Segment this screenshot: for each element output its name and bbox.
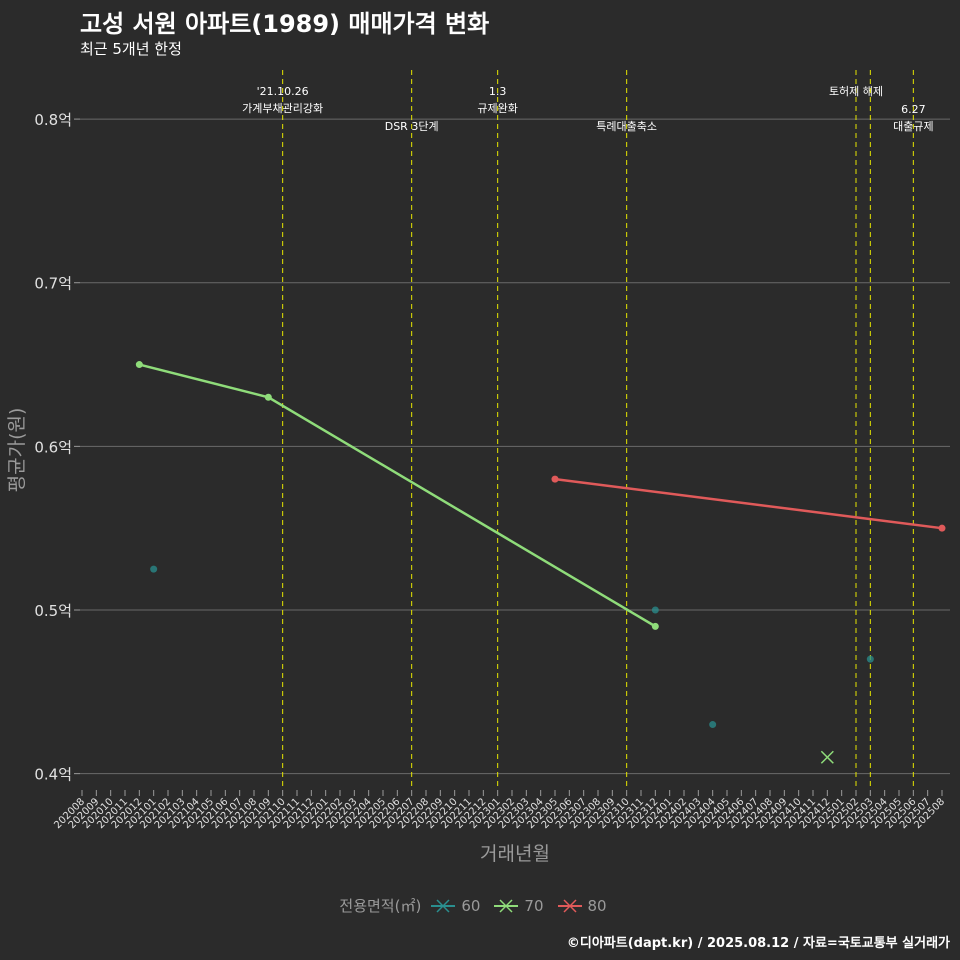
chart-title: 고성 서원 아파트(1989) 매매가격 변화 xyxy=(80,10,490,38)
data-point-60 xyxy=(709,721,717,729)
event-label: '21.10.26 xyxy=(257,85,309,98)
legend-item-80: 80 xyxy=(557,896,607,915)
legend-label-70: 70 xyxy=(524,896,544,915)
data-series xyxy=(135,361,946,764)
event-label: 6.27 xyxy=(901,103,926,116)
y-tick-label: 0.7억 xyxy=(34,275,72,293)
series-line-80 xyxy=(554,477,943,530)
x-axis-label: 거래년월 xyxy=(480,843,550,865)
y-tick-label: 0.4억 xyxy=(34,766,72,784)
event-label: DSR 3단계 xyxy=(385,120,439,133)
y-axis-label: 평균가(원) xyxy=(6,408,28,493)
data-point-70 xyxy=(264,393,272,401)
data-point-x-marker xyxy=(820,750,834,764)
y-tick-label: 0.5억 xyxy=(34,602,72,620)
event-label: 가계부채관리강화 xyxy=(242,102,323,115)
event-label: 특례대출축소 xyxy=(596,120,657,133)
legend-key-70 xyxy=(494,898,519,913)
chart-subtitle: 최근 5개년 한정 xyxy=(80,40,182,58)
legend-label-60: 60 xyxy=(461,896,481,915)
legend-item-60: 60 xyxy=(431,897,480,915)
data-point-60 xyxy=(150,565,158,573)
event-label: 대출규제 xyxy=(893,120,933,133)
data-point-70 xyxy=(651,622,659,630)
data-point-80 xyxy=(938,524,946,532)
y-tick-label: 0.6억 xyxy=(34,438,72,456)
grid-lines xyxy=(80,118,950,775)
legend-label-80: 80 xyxy=(587,896,607,915)
data-point-80 xyxy=(551,475,559,483)
event-label: 토허제 해제 xyxy=(829,84,883,98)
event-label: 규제완화 xyxy=(477,102,517,115)
legend-item-70: 70 xyxy=(494,896,544,915)
legend: 전용면적(㎡) 60 70 80 xyxy=(0,895,960,916)
y-tick-label: 0.8억 xyxy=(34,111,72,129)
axes: 0.4억0.5억0.6억0.7억0.8억20200820200920201020… xyxy=(34,111,947,831)
event-label: 1.3 xyxy=(489,85,507,98)
data-point-70 xyxy=(135,361,143,369)
data-point-60 xyxy=(651,606,659,614)
source-caption: ©디아파트(dapt.kr) / 2025.08.12 / 자료=국토교통부 실… xyxy=(566,936,950,951)
data-point-60 xyxy=(866,655,874,663)
legend-key-60 xyxy=(431,898,456,913)
legend-key-80 xyxy=(557,898,582,913)
legend-title: 전용면적(㎡) xyxy=(339,897,422,915)
series-line-70 xyxy=(139,363,656,628)
